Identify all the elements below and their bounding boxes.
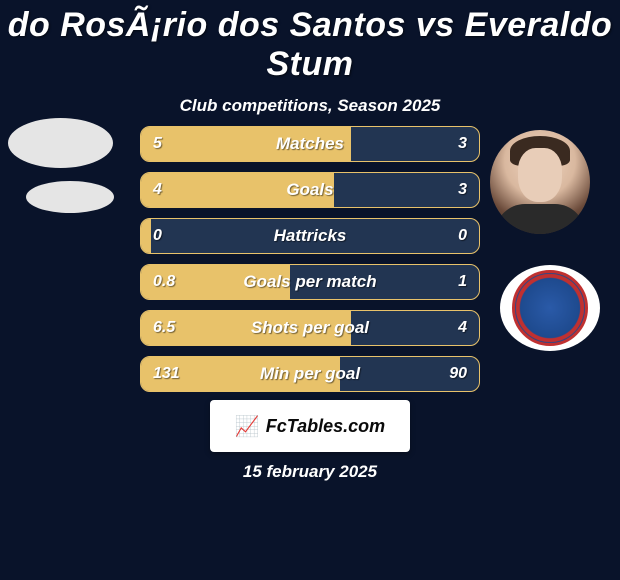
stat-label: Goals xyxy=(141,173,479,207)
fctables-label: FcTables.com xyxy=(266,416,385,437)
stat-value-right: 1 xyxy=(458,265,479,299)
comparison-date: 15 february 2025 xyxy=(0,462,620,482)
stat-row-goals: 4 Goals 3 xyxy=(0,172,620,208)
stat-row-min-per-goal: 131 Min per goal 90 xyxy=(0,356,620,392)
stat-value-right: 90 xyxy=(449,357,479,391)
stat-label: Goals per match xyxy=(141,265,479,299)
stat-row-hattricks: 0 Hattricks 0 xyxy=(0,218,620,254)
stat-value-right: 4 xyxy=(458,311,479,345)
stat-bar: 6.5 Shots per goal 4 xyxy=(140,310,480,346)
stat-value-right: 3 xyxy=(458,127,479,161)
stat-label: Min per goal xyxy=(141,357,479,391)
stat-label: Hattricks xyxy=(141,219,479,253)
stat-bar: 0.8 Goals per match 1 xyxy=(140,264,480,300)
stat-label: Shots per goal xyxy=(141,311,479,345)
stat-bar: 131 Min per goal 90 xyxy=(140,356,480,392)
stat-row-shots-per-goal: 6.5 Shots per goal 4 xyxy=(0,310,620,346)
comparison-title: do RosÃ¡rio dos Santos vs Everaldo Stum xyxy=(0,6,620,84)
stat-bar: 0 Hattricks 0 xyxy=(140,218,480,254)
stat-bar: 4 Goals 3 xyxy=(140,172,480,208)
stat-row-matches: 5 Matches 3 xyxy=(0,126,620,162)
comparison-subtitle: Club competitions, Season 2025 xyxy=(0,96,620,116)
stats-container: 5 Matches 3 4 Goals 3 0 Hattricks 0 0.8 … xyxy=(0,126,620,402)
stat-value-right: 0 xyxy=(458,219,479,253)
chart-icon: 📈 xyxy=(235,414,260,439)
stat-label: Matches xyxy=(141,127,479,161)
fctables-branding: 📈 FcTables.com xyxy=(210,400,410,452)
stat-value-right: 3 xyxy=(458,173,479,207)
stat-bar: 5 Matches 3 xyxy=(140,126,480,162)
stat-row-goals-per-match: 0.8 Goals per match 1 xyxy=(0,264,620,300)
